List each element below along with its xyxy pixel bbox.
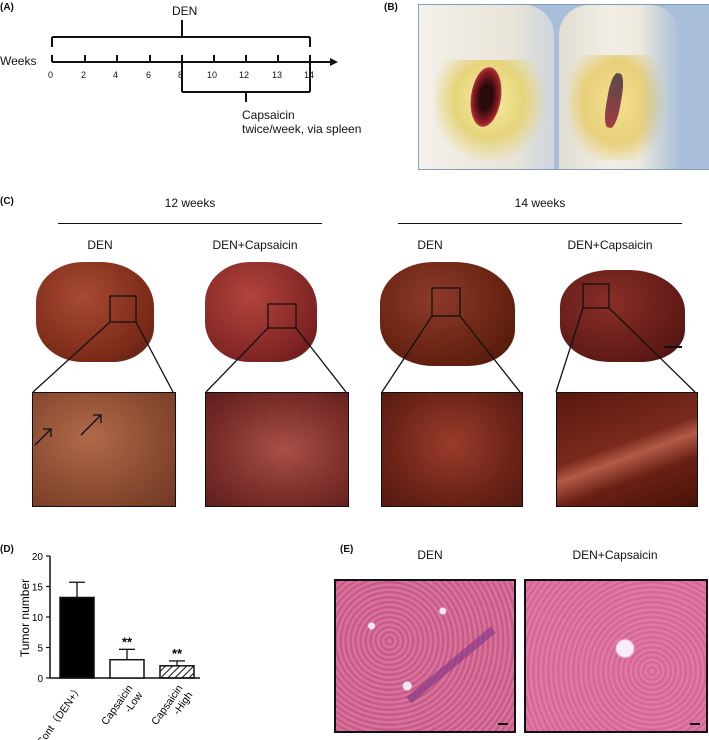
histology-den — [334, 579, 516, 733]
zoom-cap-14w — [556, 392, 698, 507]
histo-label-cap: DEN+Capsaicin — [540, 548, 690, 562]
y-tick-label: 20 — [32, 552, 44, 563]
histology-cap — [524, 579, 708, 733]
bar — [110, 660, 144, 678]
bar — [60, 597, 94, 678]
y-tick-label: 10 — [32, 613, 44, 624]
zoom-connectors — [0, 0, 709, 400]
zoom-den-14w — [381, 392, 523, 507]
y-tick-label: 5 — [37, 644, 43, 655]
histo-scale-bar-den — [498, 723, 508, 725]
bar — [160, 666, 194, 678]
x-tick-label: Capsaicin-High — [149, 683, 195, 735]
significance-label: ** — [122, 634, 133, 649]
x-tick-label: Cont（DEN+） — [35, 683, 86, 740]
histo-label-den: DEN — [360, 548, 500, 562]
x-tick-label: Capsaicin-Low — [99, 683, 145, 735]
zoom-cap-12w — [205, 392, 349, 507]
panel-e-label: (E) — [340, 544, 353, 555]
significance-label: ** — [172, 646, 183, 661]
zoom-den-12w — [32, 392, 176, 507]
y-tick-label: 0 — [37, 674, 43, 685]
histo-scale-bar-cap — [690, 723, 700, 725]
y-tick-label: 15 — [32, 583, 44, 594]
y-axis-title: Tumor number — [18, 579, 32, 657]
tumor-number-chart: Tumor number 0 5 10 15 20 Cont（DEN+） ** Capsai… — [0, 548, 300, 740]
